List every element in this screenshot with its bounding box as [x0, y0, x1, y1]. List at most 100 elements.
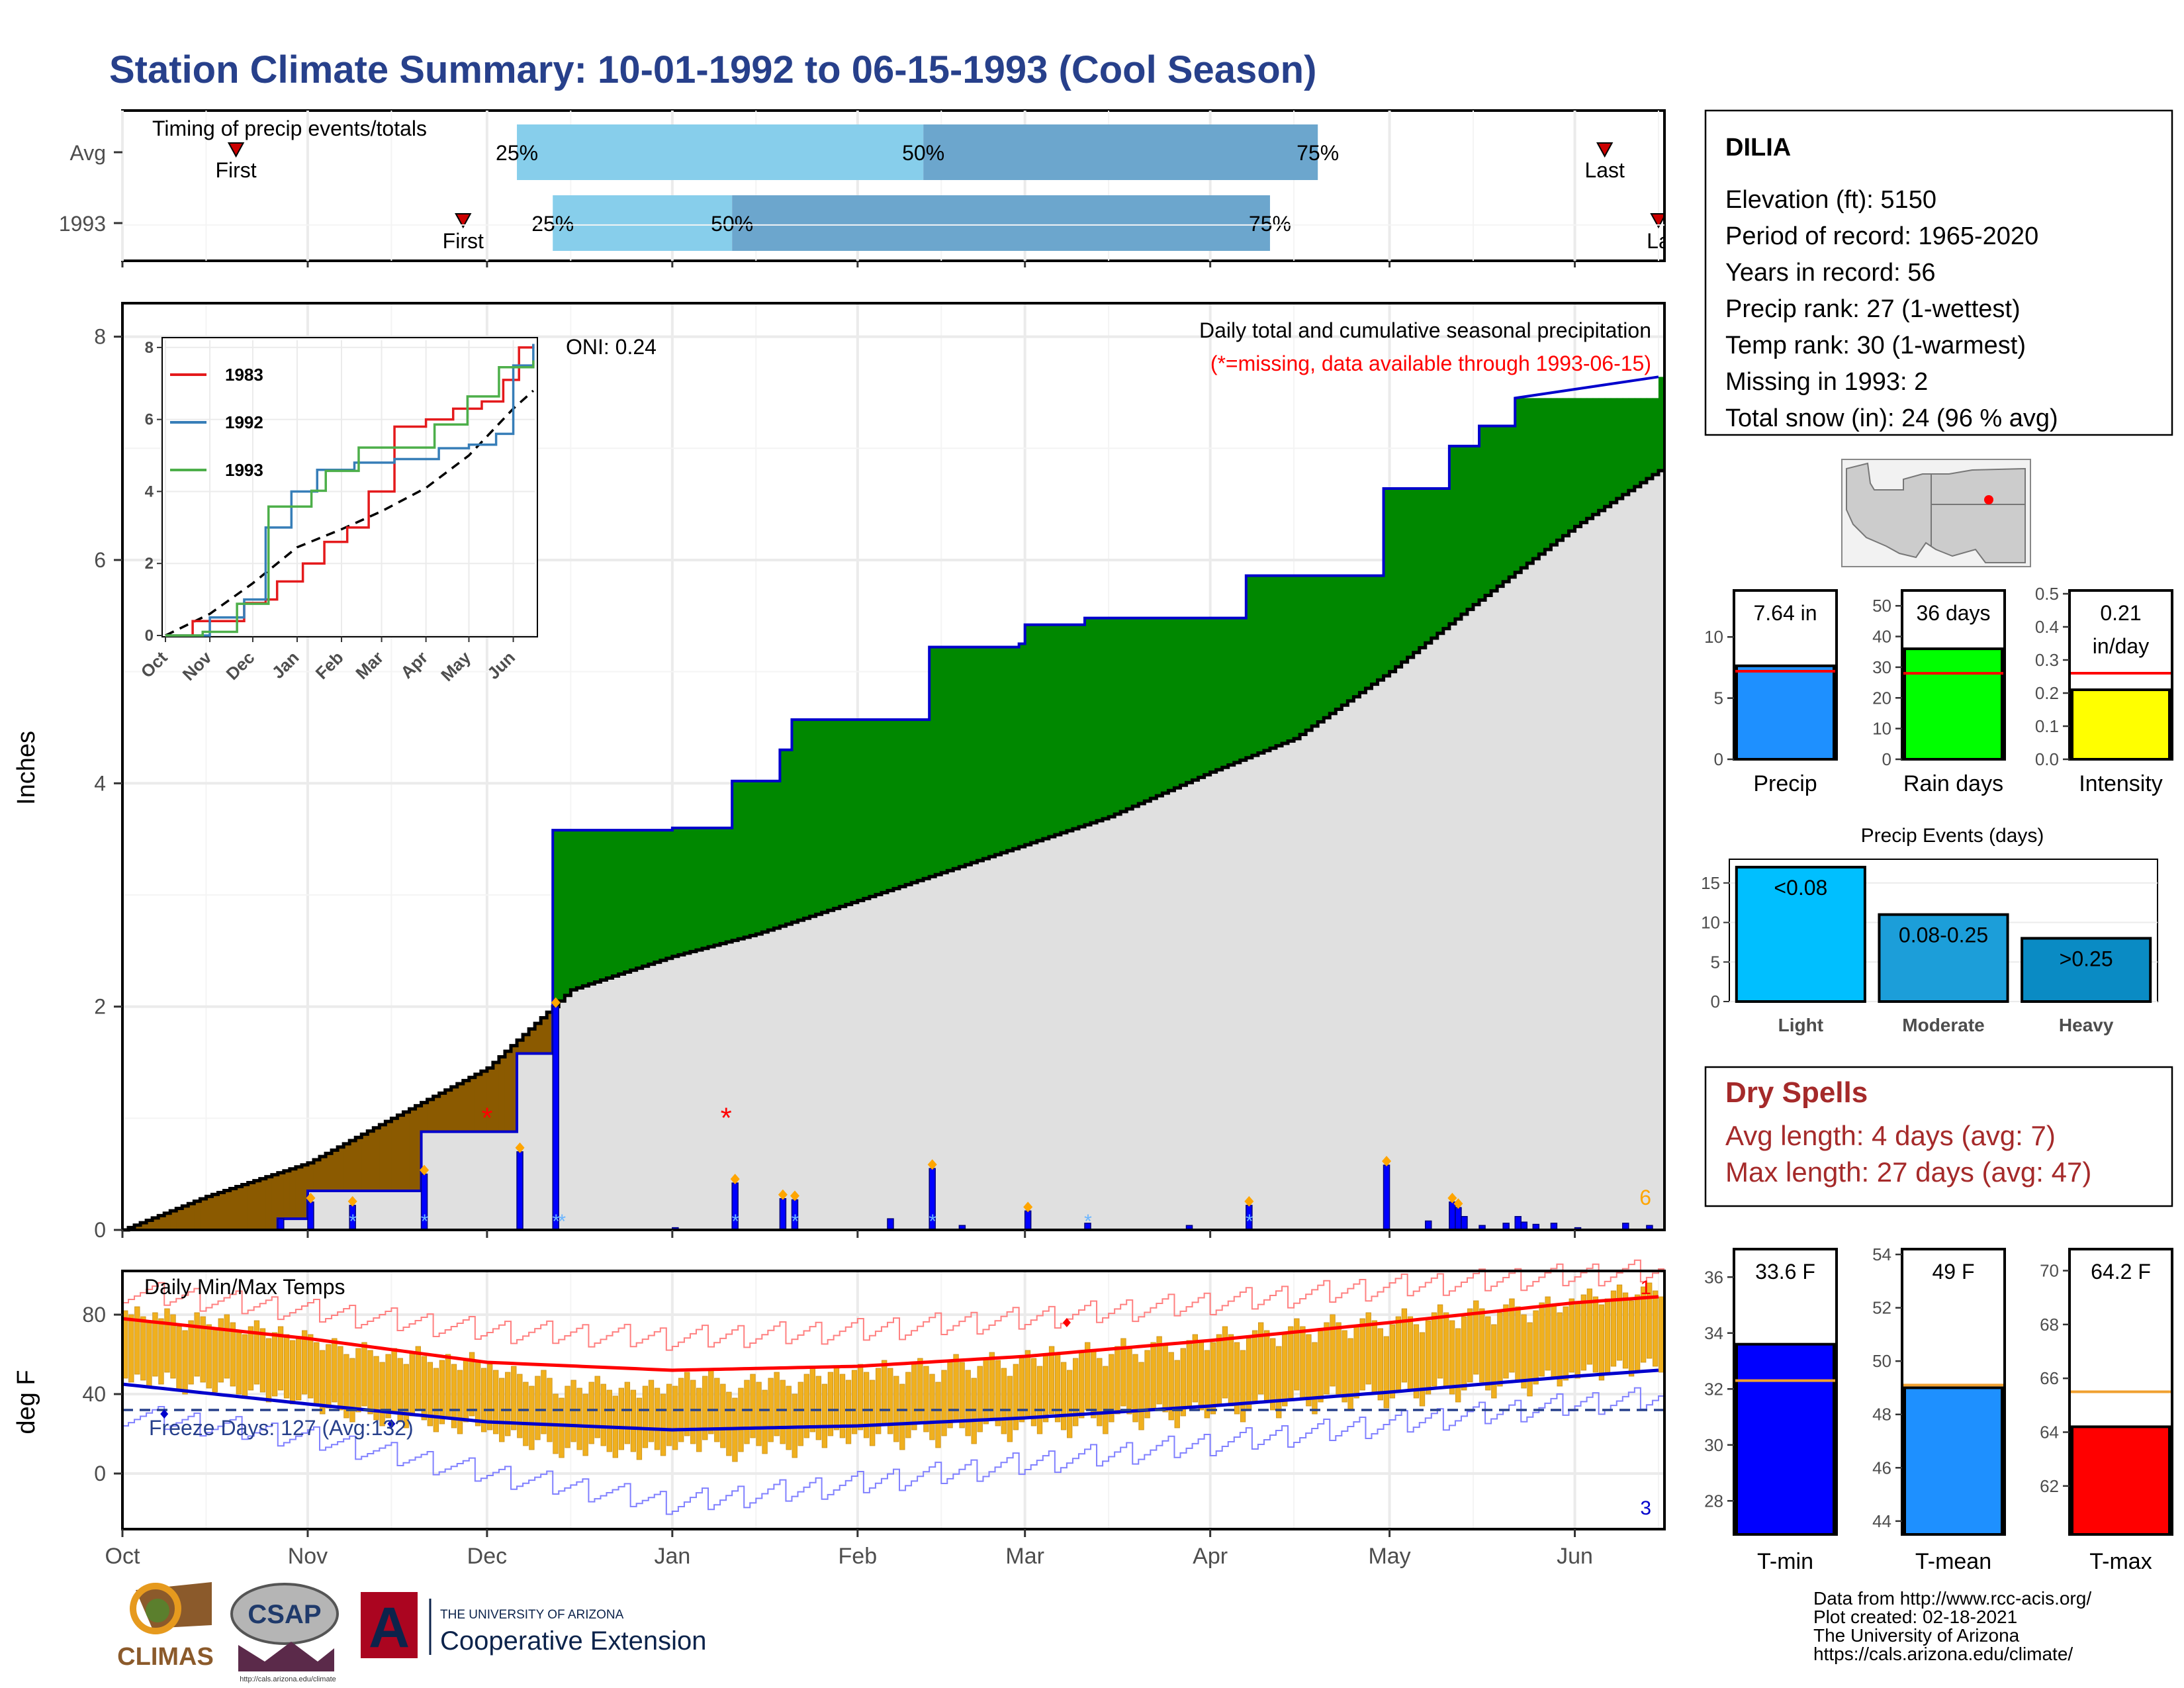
- station-name: DILIA: [1725, 134, 1791, 162]
- above-average-area: [1282, 575, 1289, 744]
- csap-url: http://cals.arizona.edu/climate: [240, 1675, 336, 1683]
- daily-temp-range-bar: [821, 1383, 828, 1448]
- summary-value-label: 33.6 F: [1755, 1260, 1815, 1284]
- above-average-area: [1312, 575, 1318, 726]
- heavy-event-marker: [347, 1196, 357, 1207]
- above-average-area: [1628, 398, 1635, 491]
- above-average-area: [762, 780, 768, 933]
- daily-temp-range-bar: [1503, 1304, 1509, 1379]
- bottom-month-label: Apr: [1193, 1544, 1228, 1569]
- daily-temp-range-bar: [845, 1380, 852, 1444]
- daily-precip-bar: [1024, 1210, 1032, 1231]
- below-average-area: [224, 1190, 231, 1230]
- above-average-area: [606, 830, 614, 978]
- above-average-area: [1425, 489, 1432, 643]
- above-average-area: [696, 827, 703, 951]
- above-average-area: [1257, 575, 1265, 753]
- above-average-area: [1216, 618, 1223, 770]
- above-average-area: [1598, 398, 1606, 511]
- above-average-area: [815, 720, 823, 915]
- above-average-area: [941, 647, 948, 873]
- inset-y-tick-label: 8: [145, 339, 154, 357]
- last-event-label: Last: [1584, 158, 1625, 182]
- main-frame: [121, 302, 1666, 1231]
- daily-temp-range-bar: [1413, 1324, 1420, 1399]
- csap-text: CSAP: [248, 1600, 321, 1629]
- daily-temp-range-bar: [1210, 1342, 1216, 1415]
- heavy-event-marker: [1023, 1201, 1033, 1213]
- daily-temp-range-bar: [236, 1330, 242, 1395]
- above-average-area: [1054, 624, 1062, 835]
- daily-temp-range-bar: [134, 1306, 140, 1375]
- daily-temp-range-bar: [1383, 1336, 1389, 1409]
- below-average-area: [379, 1124, 386, 1191]
- below-average-area: [421, 1102, 428, 1132]
- above-average-area: [1132, 618, 1139, 807]
- ua-logo: A THE UNIVERSITY OF ARIZONA Cooperative …: [361, 1592, 706, 1660]
- daily-temp-range-bar: [517, 1374, 523, 1438]
- daily-temp-range-bar: [1419, 1332, 1426, 1407]
- daily-temp-range-bar: [391, 1348, 397, 1413]
- daily-temp-range-bar: [863, 1372, 870, 1438]
- daily-temp-range-bar: [421, 1356, 427, 1421]
- first-event-marker: [227, 142, 245, 158]
- daily-temp-range-bar: [295, 1336, 302, 1401]
- above-average-area: [1616, 398, 1623, 499]
- below-average-area: [176, 1208, 183, 1230]
- daily-temp-range-bar: [1389, 1324, 1396, 1399]
- main-daily-bars: [277, 1006, 1653, 1231]
- below-average-area: [451, 1086, 458, 1132]
- ua-big-text: Cooperative Extension: [440, 1626, 706, 1656]
- daily-temp-range-bar: [480, 1368, 487, 1432]
- daily-temp-range-bar: [726, 1391, 732, 1456]
- summary-value-label: 7.64 in: [1753, 601, 1817, 625]
- above-average-area: [750, 780, 756, 936]
- inset-y-tick-label: 0: [145, 627, 154, 645]
- below-average-area: [480, 1071, 488, 1132]
- above-average-area: [851, 720, 858, 903]
- below-average-area: [361, 1134, 368, 1191]
- daily-precip-bar: [779, 1198, 787, 1231]
- daily-temp-range-bar: [1461, 1316, 1467, 1391]
- daily-temp-range-bar: [1318, 1330, 1324, 1403]
- daily-temp-range-bar: [1054, 1354, 1061, 1423]
- below-average-area: [146, 1220, 153, 1230]
- above-average-area: [1389, 489, 1396, 672]
- above-average-area: [965, 647, 972, 865]
- above-average-area: [553, 830, 559, 1007]
- daily-precip-bar: [1383, 1164, 1390, 1231]
- above-average-area: [917, 720, 924, 881]
- summary-y-tick-label: 66: [2040, 1368, 2059, 1388]
- first-event-label: First: [215, 158, 256, 182]
- daily-temp-range-bar: [1060, 1362, 1067, 1430]
- timing-p50-label: 50%: [902, 141, 944, 165]
- summary-y-tick-label: 32: [1704, 1379, 1723, 1399]
- above-average-area: [1551, 398, 1558, 545]
- daily-temp-range-bar: [1659, 1296, 1664, 1373]
- observed-cumulative-line: [122, 375, 1659, 1231]
- daily-temp-range-bar: [314, 1342, 320, 1407]
- above-average-area: [1001, 647, 1008, 853]
- temp-y-tick-label: 80: [82, 1303, 106, 1327]
- daily-temp-range-bar: [702, 1376, 708, 1440]
- daily-temp-range-bar: [1234, 1342, 1240, 1415]
- first-event-label: First: [443, 229, 484, 253]
- above-average-area: [1204, 618, 1211, 775]
- daily-temp-range-bar: [1079, 1350, 1085, 1419]
- bottom-month-label: Mar: [1005, 1544, 1044, 1569]
- above-average-area: [929, 647, 936, 877]
- summary-y-tick-label: 0.4: [2035, 617, 2059, 637]
- temp-y-tick-label: 40: [82, 1382, 106, 1406]
- inset-average-line: [165, 389, 535, 637]
- dry-frame: [1704, 1066, 2173, 1207]
- daily-temp-range-bar: [690, 1380, 696, 1444]
- timing-bar-q25-q50: [553, 195, 733, 251]
- missing-note: (*=missing, data available through 1993-…: [1210, 352, 1651, 375]
- daily-temp-range-bar: [248, 1326, 254, 1391]
- above-average-area: [935, 647, 942, 875]
- daily-temp-range-bar: [385, 1354, 391, 1419]
- daily-temp-range-bar: [911, 1364, 917, 1430]
- timing-bar-q25-q50: [517, 124, 924, 180]
